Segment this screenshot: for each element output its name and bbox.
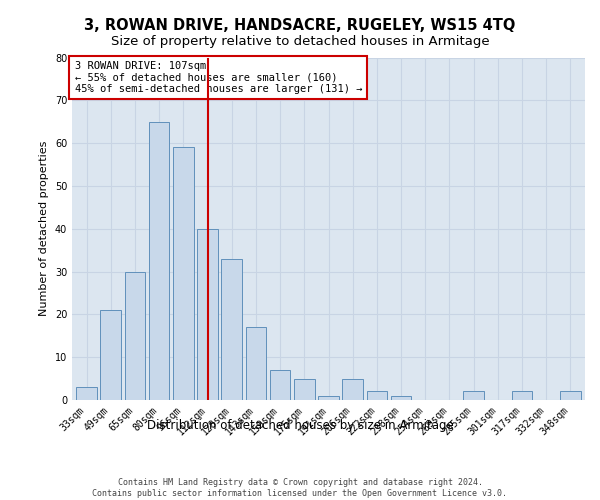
Bar — [270, 370, 290, 400]
Bar — [463, 392, 484, 400]
Bar — [149, 122, 169, 400]
Text: Size of property relative to detached houses in Armitage: Size of property relative to detached ho… — [110, 35, 490, 48]
Text: 3 ROWAN DRIVE: 107sqm
← 55% of detached houses are smaller (160)
45% of semi-det: 3 ROWAN DRIVE: 107sqm ← 55% of detached … — [74, 61, 362, 94]
Text: Distribution of detached houses by size in Armitage: Distribution of detached houses by size … — [146, 420, 454, 432]
Bar — [343, 378, 363, 400]
Bar — [173, 148, 194, 400]
Bar — [560, 392, 581, 400]
Y-axis label: Number of detached properties: Number of detached properties — [39, 141, 49, 316]
Bar — [367, 392, 387, 400]
Bar — [100, 310, 121, 400]
Bar — [221, 258, 242, 400]
Bar — [125, 272, 145, 400]
Text: Contains HM Land Registry data © Crown copyright and database right 2024.
Contai: Contains HM Land Registry data © Crown c… — [92, 478, 508, 498]
Bar — [391, 396, 412, 400]
Text: 3, ROWAN DRIVE, HANDSACRE, RUGELEY, WS15 4TQ: 3, ROWAN DRIVE, HANDSACRE, RUGELEY, WS15… — [85, 18, 515, 32]
Bar — [76, 387, 97, 400]
Bar — [318, 396, 339, 400]
Bar — [294, 378, 314, 400]
Bar — [512, 392, 532, 400]
Bar — [197, 229, 218, 400]
Bar — [245, 327, 266, 400]
